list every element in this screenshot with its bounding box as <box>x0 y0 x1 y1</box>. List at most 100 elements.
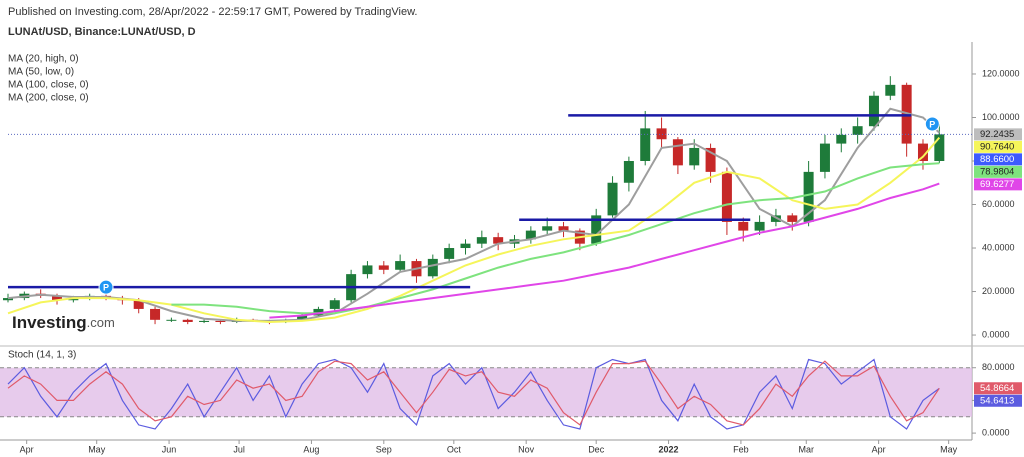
x-tick-label: Dec <box>588 444 605 454</box>
price-marker <box>974 153 1022 166</box>
x-tick-label: 2022 <box>659 444 679 454</box>
y-tick-label: 20.0000 <box>982 286 1015 296</box>
candle-body <box>199 320 210 322</box>
price-marker-label: 88.6600 <box>980 154 1014 165</box>
candle-body <box>868 95 879 127</box>
y-tick-label: 0.0000 <box>982 427 1010 437</box>
value-marker-label: 54.8664 <box>980 383 1014 394</box>
candle-body <box>133 300 144 309</box>
candle-body <box>819 143 830 172</box>
candle-body <box>607 182 618 216</box>
candle-body <box>150 308 161 320</box>
price-marker-label: 78.9804 <box>980 166 1014 177</box>
candle-body <box>378 265 389 270</box>
price-marker-label: 69.6277 <box>980 179 1014 190</box>
x-tick-label: Jun <box>162 444 177 454</box>
candle-body <box>591 215 602 244</box>
candle-body <box>395 261 406 270</box>
symbol-title: LUNAt/USD, Binance:LUNAt/USD, D <box>8 26 196 38</box>
y-tick-label: 0.0000 <box>982 329 1010 339</box>
y-tick-label: 100.0000 <box>982 112 1020 122</box>
candle-body <box>182 319 193 322</box>
candle-body <box>3 298 13 301</box>
published: Published on Investing.com, 28/Apr/2022 … <box>8 6 417 18</box>
value-marker-label: 54.6413 <box>980 395 1014 406</box>
badge <box>924 116 940 132</box>
candle-body <box>215 320 226 322</box>
candle-body <box>672 139 683 166</box>
candle-body <box>444 248 455 259</box>
candle-body <box>313 308 324 316</box>
candle-body <box>68 298 79 301</box>
candle-body <box>656 128 667 140</box>
candle-body <box>689 147 700 166</box>
candle-body <box>934 134 945 161</box>
candle-body <box>525 230 536 240</box>
badge-label: P <box>929 119 935 129</box>
candle-body <box>852 126 863 135</box>
ma-line <box>269 182 940 319</box>
x-tick-label: Apr <box>872 444 886 454</box>
legend-entry: MA (20, high, 0) <box>8 54 79 65</box>
x-tick-label: Mar <box>799 444 815 454</box>
candle-body <box>52 295 63 301</box>
value-marker <box>974 394 1022 407</box>
candle-body <box>493 237 504 244</box>
x-tick-label: Oct <box>447 444 462 454</box>
x-tick-label: Nov <box>518 444 535 454</box>
candle-body <box>705 147 716 172</box>
price-marker-label: 90.7640 <box>980 141 1014 152</box>
candle-body <box>166 319 177 321</box>
candle-body <box>803 171 814 222</box>
candle-body <box>329 300 340 309</box>
ma-line <box>7 107 940 322</box>
y-tick-label: 120.0000 <box>982 68 1020 78</box>
candle-body <box>297 315 308 320</box>
x-tick-label: Apr <box>20 444 34 454</box>
candle-body <box>427 258 438 277</box>
candle-body <box>542 226 553 231</box>
legend-entry: MA (200, close, 0) <box>8 93 89 104</box>
x-tick-label: Aug <box>303 444 319 454</box>
candle-body <box>623 160 634 183</box>
candle-body <box>787 215 798 222</box>
price-marker-label: 92.2435 <box>980 129 1014 140</box>
legend-entry: MA (50, low, 0) <box>8 67 74 78</box>
x-tick-label: Sep <box>376 444 392 454</box>
x-tick-label: May <box>88 444 106 454</box>
stoch-pane <box>0 358 972 430</box>
candle-body <box>460 243 471 249</box>
x-tick-label: Feb <box>733 444 749 454</box>
candle-body <box>476 237 487 244</box>
price-marker <box>974 165 1022 178</box>
badge-label: P <box>103 283 109 293</box>
x-tick-label: May <box>940 444 958 454</box>
ma-line <box>171 162 940 315</box>
price-marker <box>974 140 1022 153</box>
value-marker <box>974 382 1022 395</box>
candle-body <box>721 171 732 222</box>
logo-brand: Investing <box>12 313 87 332</box>
legend-entry: MA (100, close, 0) <box>8 80 89 91</box>
candle-body <box>836 134 847 144</box>
logo: Investing.com <box>12 313 115 332</box>
logo-suffix: .com <box>87 315 115 330</box>
price-marker <box>974 128 1022 141</box>
candle-body <box>640 128 651 161</box>
y-tick-label: 40.0000 <box>982 242 1015 252</box>
candle-body <box>885 84 896 96</box>
price-pane <box>3 76 945 325</box>
y-tick-label: 80.0000 <box>982 362 1015 372</box>
x-tick-label: Jul <box>233 444 245 454</box>
candle-body <box>917 143 928 161</box>
ma-line <box>7 136 941 324</box>
stoch-line <box>7 360 940 426</box>
candle-body <box>754 221 765 231</box>
y-tick-label: 60.0000 <box>982 199 1015 209</box>
candle-body <box>558 226 569 231</box>
price-marker <box>974 178 1022 191</box>
stoch-title: Stoch (14, 1, 3) <box>8 350 76 361</box>
candle-body <box>362 265 373 275</box>
badge <box>98 279 114 295</box>
